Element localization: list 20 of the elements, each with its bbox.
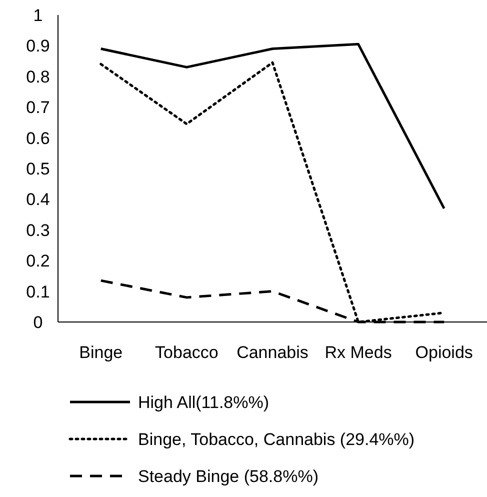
x-tick-label: Binge — [79, 343, 123, 362]
legend-label: High All(11.8%%) — [138, 392, 270, 412]
x-tick-label: Cannabis — [236, 343, 308, 362]
y-tick-label: 0.4 — [26, 190, 50, 210]
y-tick-label: 0.6 — [26, 128, 50, 148]
y-tick-label: 0.8 — [26, 67, 50, 86]
y-tick-label: 0.7 — [26, 98, 50, 118]
legend-label: Binge, Tobacco, Cannabis (29.4%%) — [138, 430, 415, 449]
x-tick-label: Rx Meds — [324, 343, 392, 362]
x-tick-label: Opioids — [415, 343, 473, 362]
legend-label: Steady Binge (58.8%%) — [138, 466, 318, 486]
y-tick-label: 0.3 — [26, 220, 50, 240]
y-tick-label: 0.9 — [26, 36, 50, 56]
x-tick-label: Tobacco — [155, 343, 218, 362]
y-tick-label: 1 — [33, 6, 43, 25]
line-series — [100, 42, 446, 210]
y-tick-label: 0.1 — [26, 282, 50, 302]
y-tick-label: 0.2 — [26, 252, 50, 271]
y-tick-label: 0.5 — [26, 159, 50, 178]
y-tick-label: 0 — [33, 312, 43, 332]
